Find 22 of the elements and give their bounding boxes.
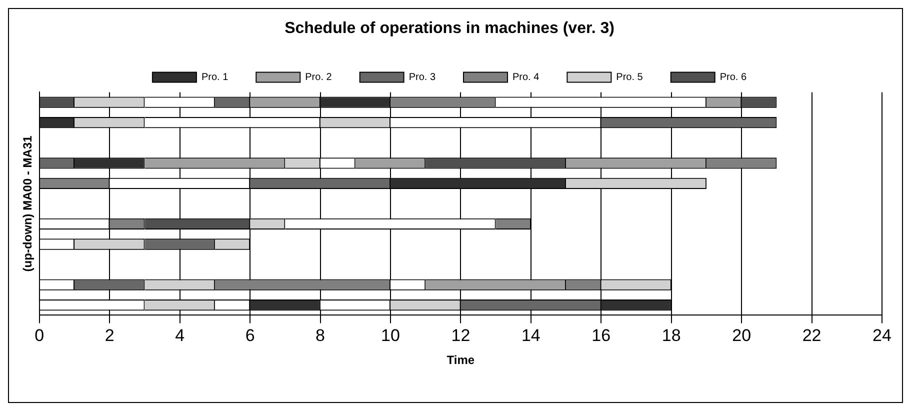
x-tick-label: 0 — [34, 326, 44, 346]
y-axis-title: (up-down) MA00 - MA31 — [20, 135, 35, 272]
x-tick-label: 10 — [381, 326, 400, 346]
legend-label: Pro. 4 — [512, 72, 540, 83]
legend-label: Pro. 2 — [305, 72, 332, 83]
x-tick-label: 16 — [592, 326, 611, 346]
x-axis-title: Time — [446, 353, 475, 368]
x-tick-label: 24 — [872, 326, 892, 346]
x-tick-label: 22 — [802, 326, 822, 346]
x-tick-label: 20 — [732, 326, 752, 346]
legend-label: Pro. 5 — [616, 72, 644, 83]
x-tick-label: 8 — [316, 326, 325, 346]
legend-label: Pro. 6 — [720, 72, 747, 83]
x-tick-label: 6 — [245, 326, 255, 346]
x-tick-label: 14 — [521, 326, 540, 346]
legend-label: Pro. 3 — [408, 72, 436, 83]
legend-label: Pro. 1 — [201, 72, 229, 83]
x-tick-label: 12 — [451, 326, 470, 346]
chart-title: Schedule of operations in machines (ver. 3) — [284, 20, 614, 38]
x-tick-label: 4 — [175, 326, 185, 346]
x-tick-label: 2 — [104, 326, 114, 346]
x-tick-label: 18 — [662, 326, 681, 346]
